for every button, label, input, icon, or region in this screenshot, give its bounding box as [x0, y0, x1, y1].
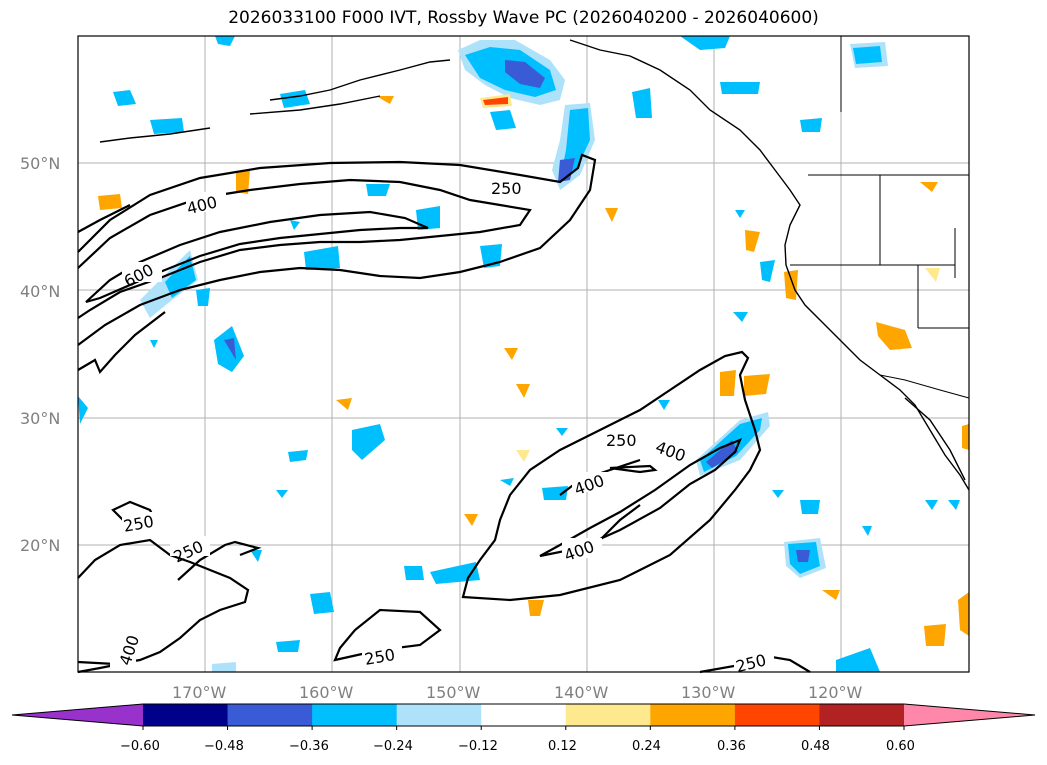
longitude-labels: 170°W 160°W 150°W 140°W 130°W 120°W — [172, 683, 863, 702]
colorbar-swatch — [819, 704, 905, 726]
lon-label: 150°W — [426, 683, 481, 702]
colorbar-swatch — [565, 704, 651, 726]
latitude-labels: 50°N 40°N 30°N 20°N — [20, 154, 60, 555]
colorbar — [11, 703, 1036, 730]
lon-label: 140°W — [554, 683, 609, 702]
colorbar-tick-label: −0.12 — [458, 739, 498, 754]
colorbar-swatch — [396, 704, 482, 726]
anomaly-shading — [78, 36, 969, 672]
colorbar-labels: −0.60 −0.48 −0.36 −0.24 −0.12 0.12 0.24 … — [120, 739, 915, 754]
colorbar-tick-label: −0.60 — [120, 739, 160, 754]
contour-label: 250 — [606, 431, 637, 450]
lat-label: 30°N — [20, 409, 60, 428]
colorbar-tick-label: 0.36 — [717, 739, 746, 754]
colorbar-swatch — [227, 704, 313, 726]
colorbar-swatch — [481, 704, 567, 726]
map-border — [77, 35, 970, 673]
colorbar-extend-min — [12, 704, 143, 726]
contour-label: 250 — [491, 179, 522, 198]
colorbar-swatch — [143, 704, 229, 726]
lon-label: 160°W — [299, 683, 354, 702]
colorbar-swatch — [312, 704, 398, 726]
colorbar-swatch — [650, 704, 736, 726]
lon-label: 120°W — [808, 683, 863, 702]
lat-label: 50°N — [20, 154, 60, 173]
lon-label: 170°W — [172, 683, 227, 702]
colorbar-tick-label: 0.24 — [632, 739, 661, 754]
colorbar-swatch — [734, 704, 820, 726]
colorbar-tick-label: −0.48 — [204, 739, 244, 754]
colorbar-tick-label: 0.48 — [801, 739, 830, 754]
borders — [790, 36, 970, 399]
coastlines — [99, 39, 970, 491]
map-title: 2026033100 F000 IVT, Rossby Wave PC (202… — [228, 8, 819, 28]
colorbar-extend-max — [904, 704, 1035, 726]
lat-label: 20°N — [20, 536, 60, 555]
colorbar-tick-label: 0.60 — [886, 739, 915, 754]
colorbar-tick-label: −0.24 — [373, 739, 413, 754]
map-frame — [78, 36, 969, 672]
colorbar-tick-label: −0.36 — [289, 739, 329, 754]
lat-label: 40°N — [20, 282, 60, 301]
lon-label: 130°W — [681, 683, 736, 702]
colorbar-tick-label: 0.12 — [548, 739, 577, 754]
